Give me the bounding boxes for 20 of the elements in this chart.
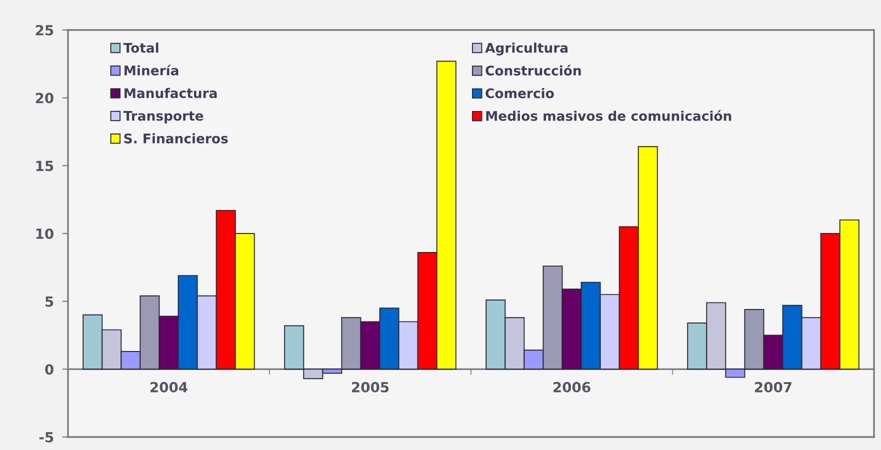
legend-label: Manufactura	[124, 88, 217, 98]
y-tick-label: 20	[36, 92, 54, 104]
x-tick-label: 2007	[755, 382, 792, 392]
legend-label: Comercio	[486, 88, 554, 98]
x-tick-label: 2004	[150, 382, 188, 392]
y-tick-label: 15	[36, 160, 54, 172]
y-tick-label: 25	[36, 24, 54, 36]
legend-label: Transporte	[123, 110, 204, 124]
legend-label: Agricultura	[485, 42, 568, 56]
legend-label: Minería	[124, 64, 178, 76]
legend-label: S. Financieros	[124, 133, 228, 144]
x-tick-label: 2006	[554, 382, 590, 392]
y-tick-label: 0	[45, 364, 54, 375]
y-tick-label: 10	[36, 228, 54, 239]
legend-label: Total	[123, 42, 158, 53]
y-tick-label: -5	[39, 432, 54, 442]
legend-label: Medios masivos de comunicación	[486, 110, 732, 121]
legend-label: Construcción	[486, 64, 581, 76]
x-tick-label: 2005	[352, 382, 389, 392]
y-tick-label: 5	[46, 296, 54, 307]
